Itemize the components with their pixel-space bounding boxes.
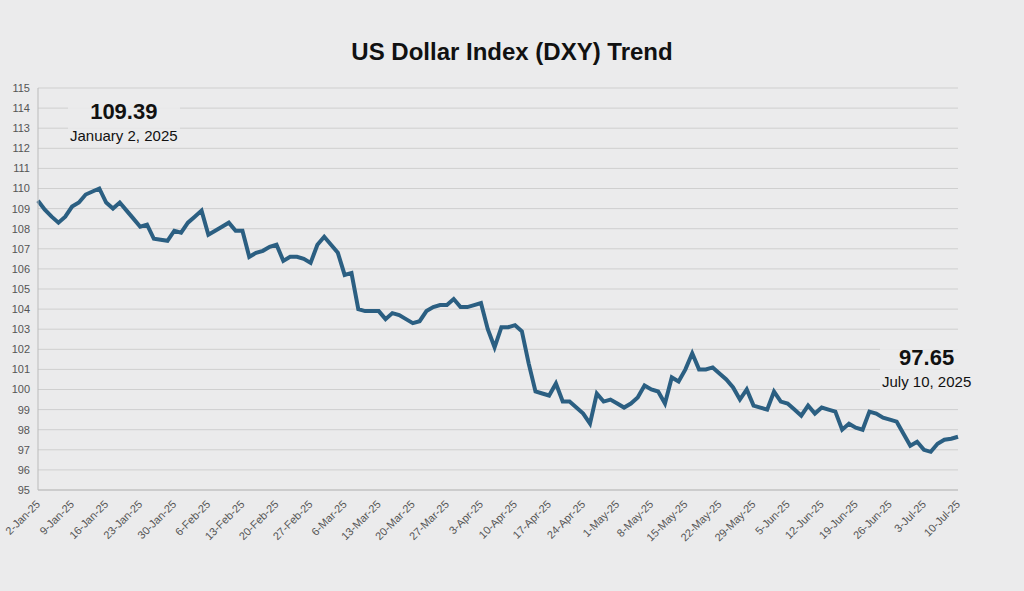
svg-text:20-Feb-25: 20-Feb-25 [236,497,281,543]
html-text:January 2, 2025: January 2, 2025 [70,127,178,144]
svg-text:2-Jan-25: 2-Jan-25 [3,498,42,537]
svg-text:106: 106 [12,263,30,275]
svg-text:13-Feb-25: 13-Feb-25 [202,497,247,543]
svg-text:5-Jun-25: 5-Jun-25 [752,497,792,537]
svg-text:16-Jan-25: 16-Jan-25 [66,497,111,542]
svg-text:19-Jun-25: 19-Jun-25 [816,497,860,542]
svg-text:23-Jan-25: 23-Jan-25 [100,497,145,542]
html-text:US Dollar Index (DXY) Trend: US Dollar Index (DXY) Trend [351,38,673,65]
svg-text:24-Apr-25: 24-Apr-25 [544,498,587,541]
svg-text:30-Jan-25: 30-Jan-25 [135,498,179,542]
svg-text:112: 112 [12,142,30,154]
svg-text:103: 103 [12,323,30,335]
svg-text:22-May-25: 22-May-25 [678,497,724,544]
svg-text:99: 99 [18,404,30,416]
svg-text:27-Mar-25: 27-Mar-25 [407,498,451,542]
html-text:97.65: 97.65 [899,345,955,370]
svg-text:111: 111 [13,162,30,174]
svg-text:6-Mar-25: 6-Mar-25 [308,497,349,538]
svg-text:8-May-25: 8-May-25 [614,497,656,540]
svg-text:10-Jul-25: 10-Jul-25 [921,498,962,539]
svg-text:12-Jun-25: 12-Jun-25 [782,497,826,542]
svg-text:96: 96 [18,464,30,476]
svg-text:113: 113 [12,122,30,134]
svg-text:10-Apr-25: 10-Apr-25 [476,497,520,541]
svg-text:95: 95 [18,484,30,496]
svg-text:100: 100 [12,383,30,395]
svg-text:110: 110 [12,182,30,194]
svg-text:105: 105 [12,283,30,295]
svg-text:114: 114 [12,102,30,114]
svg-text:1-May-25: 1-May-25 [580,497,622,540]
svg-text:102: 102 [12,343,30,355]
svg-text:26-Jun-25: 26-Jun-25 [851,498,895,542]
svg-text:17-Apr-25: 17-Apr-25 [510,497,554,541]
svg-text:3-Jul-25: 3-Jul-25 [891,497,929,535]
svg-text:9-Jan-25: 9-Jan-25 [37,497,77,537]
svg-text:20-Mar-25: 20-Mar-25 [372,497,418,543]
svg-text:29-May-25: 29-May-25 [712,498,758,544]
svg-text:109: 109 [12,203,30,215]
svg-text:98: 98 [18,424,30,436]
html-text:109.39: 109.39 [90,99,158,124]
svg-text:115: 115 [12,82,30,94]
svg-text:97: 97 [18,444,30,456]
svg-text:107: 107 [12,243,30,255]
svg-text:27-Feb-25: 27-Feb-25 [270,498,314,542]
svg-text:15-May-25: 15-May-25 [644,497,690,544]
svg-text:108: 108 [12,223,30,235]
svg-text:104: 104 [12,303,30,315]
svg-text:13-Mar-25: 13-Mar-25 [338,497,383,543]
svg-text:3-Apr-25: 3-Apr-25 [446,497,486,537]
html-text:July 10, 2025: July 10, 2025 [882,373,972,390]
svg-text:101: 101 [12,363,30,375]
svg-text:6-Feb-25: 6-Feb-25 [172,497,213,538]
